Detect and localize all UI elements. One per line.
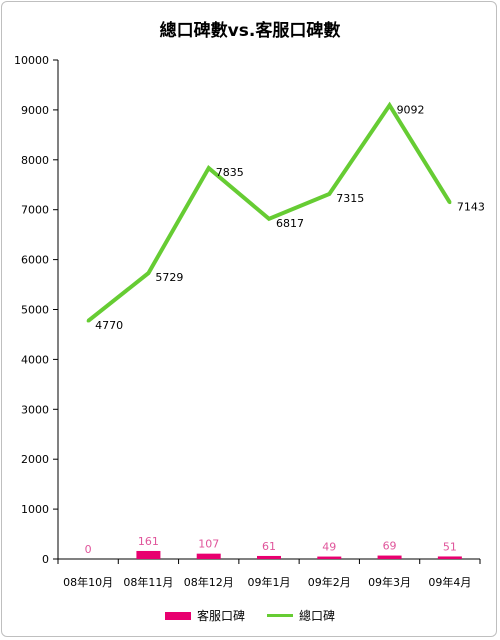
y-tick-label: 1000: [21, 503, 49, 516]
chart-title: 總口碑數vs.客服口碑數: [159, 21, 341, 41]
y-tick-label: 3000: [21, 403, 49, 416]
line-point: [267, 217, 271, 221]
bar-data-label: 69: [383, 540, 397, 553]
line-series: [86, 101, 452, 323]
y-tick-label: 2000: [21, 453, 49, 466]
x-tick-label: 09年1月: [248, 575, 291, 589]
bar: [377, 555, 402, 559]
x-tick-label: 09年2月: [308, 575, 351, 589]
y-tick-label: 7000: [21, 204, 49, 217]
line-data-label: 5729: [155, 271, 183, 284]
legend: 客服口碑 總口碑: [0, 607, 500, 624]
x-tick-label: 09年3月: [368, 575, 411, 589]
x-tick-label: 08年12月: [184, 575, 234, 589]
bar-data-label: 0: [85, 543, 92, 556]
line-point: [86, 319, 90, 323]
y-tick-label: 9000: [21, 104, 49, 117]
line-point: [207, 166, 211, 170]
bar-data-label: 107: [198, 538, 219, 551]
bar: [257, 555, 281, 559]
bar: [317, 556, 342, 559]
x-tick-label: 08年11月: [123, 575, 173, 589]
line-data-label: 4770: [95, 319, 123, 332]
bar: [196, 553, 221, 559]
y-tick-label: 8000: [21, 154, 49, 167]
x-tick-label: 09年4月: [428, 575, 471, 589]
y-tick-label: 0: [42, 553, 49, 566]
legend-swatch-bar: [164, 611, 191, 620]
y-tick-label: 4000: [21, 353, 49, 366]
line-data-label: 9092: [397, 103, 425, 116]
line-point: [448, 201, 452, 205]
bar-data-label: 61: [262, 540, 276, 553]
y-tick-label: 6000: [21, 254, 49, 267]
line-point: [327, 192, 331, 196]
bar: [136, 550, 161, 559]
legend-label-bar: 客服口碑: [196, 609, 245, 623]
legend-swatch-line: [267, 614, 293, 617]
line-point: [146, 271, 150, 275]
bar-data-label: 161: [138, 535, 159, 548]
bar-data-label: 49: [322, 541, 336, 554]
line-point: [388, 103, 392, 107]
bar-data-label: 51: [443, 540, 457, 553]
bar: [437, 556, 462, 559]
line-data-label: 7835: [216, 166, 244, 179]
legend-label-line: 總口碑: [299, 609, 336, 623]
x-tick-label: 08年10月: [63, 575, 113, 589]
line-data-label: 7315: [336, 192, 364, 205]
line-data-label: 7143: [457, 201, 485, 214]
y-tick-label: 5000: [21, 304, 49, 317]
legend-item-bar: 客服口碑: [164, 607, 245, 624]
y-tick-label: 10000: [14, 54, 49, 67]
line-data-label: 6817: [276, 217, 304, 230]
legend-item-line: 總口碑: [267, 607, 335, 624]
